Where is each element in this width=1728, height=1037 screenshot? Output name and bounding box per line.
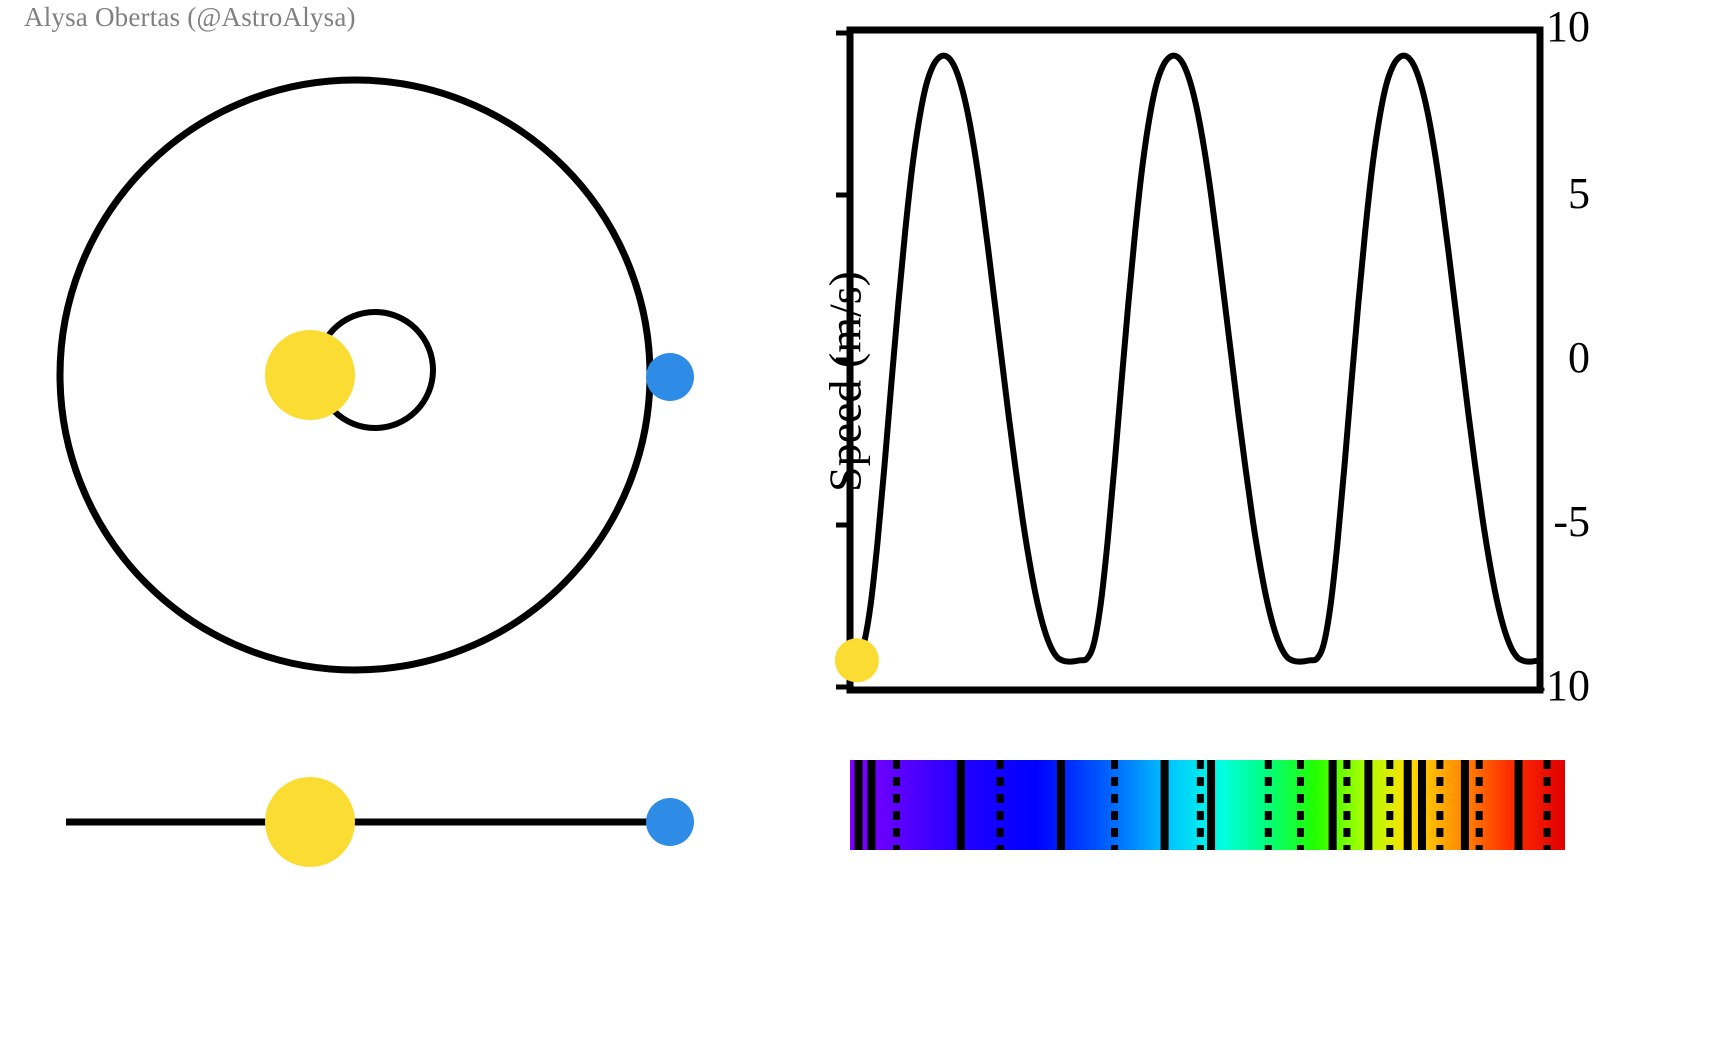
rv-plot-canvas — [834, 26, 1544, 694]
absorption-lines-group — [854, 760, 1551, 850]
edge-on-orbit-panel — [0, 730, 760, 1030]
y-tick-label-10: 10 — [1546, 2, 1590, 51]
absorption-line-rest — [867, 760, 876, 850]
rv-curve-line — [847, 52, 1543, 665]
y-tick-label-m10: -10 — [1531, 661, 1590, 710]
absorption-line-rest — [1364, 760, 1373, 850]
face-on-orbit-panel — [0, 20, 760, 720]
star-body-face-on — [265, 330, 355, 420]
absorption-line-rest — [1514, 760, 1523, 850]
absorption-line-rest — [956, 760, 965, 850]
radial-velocity-chart: Speed (m/s) 10 5 0 -5 -10 — [735, 0, 1591, 720]
y-tick-label-0: 0 — [1568, 333, 1590, 382]
star-position-marker — [834, 638, 879, 683]
absorption-line-rest — [854, 760, 863, 850]
absorption-line-rest — [1056, 760, 1065, 850]
planet-body-edge-on — [646, 798, 694, 846]
y-tick-label-5: 5 — [1568, 169, 1590, 218]
absorption-line-rest — [1160, 760, 1169, 850]
planet-body-face-on — [646, 353, 694, 401]
absorption-line-rest — [1403, 760, 1412, 850]
spectrum-panel — [850, 760, 1570, 880]
absorption-line-rest — [1207, 760, 1216, 850]
absorption-line-rest — [1460, 760, 1469, 850]
absorption-line-rest — [1328, 760, 1337, 850]
credit-text: Alysa Obertas (@AstroAlysa) — [24, 2, 356, 32]
absorption-line-rest — [1418, 760, 1426, 850]
star-body-edge-on — [265, 777, 355, 867]
y-axis-ticks — [836, 30, 850, 690]
y-axis-label: Speed (m/s) — [819, 271, 871, 493]
plot-frame — [846, 26, 1544, 694]
spectrum-canvas — [850, 760, 1565, 850]
y-tick-label-m5: -5 — [1553, 497, 1590, 546]
